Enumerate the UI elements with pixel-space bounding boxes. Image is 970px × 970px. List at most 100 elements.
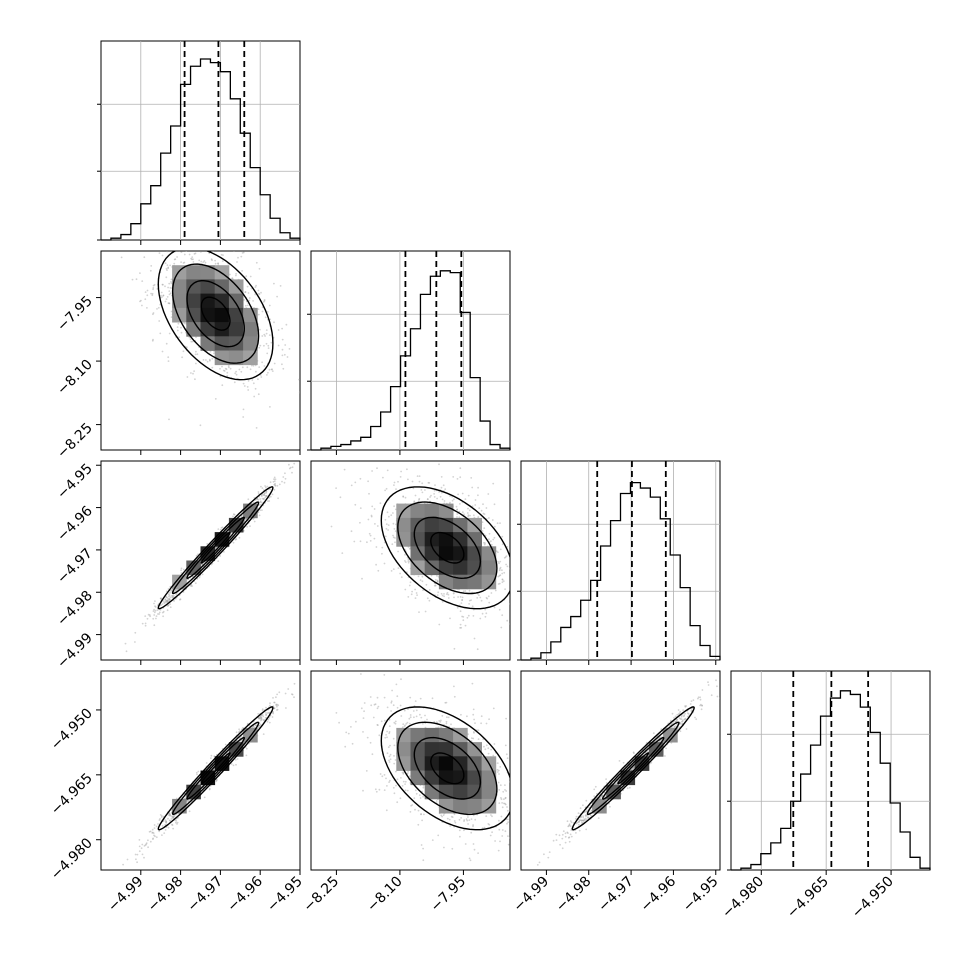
sample-point [293, 696, 295, 699]
sample-point [282, 476, 285, 478]
sample-point [167, 817, 169, 820]
sample-point [434, 584, 437, 587]
x-tick-label: −4.99 [105, 874, 147, 916]
sample-point [189, 338, 192, 341]
sample-point [259, 504, 262, 506]
sample-point [439, 495, 442, 498]
contour-line [430, 531, 465, 564]
sample-point [378, 788, 381, 791]
sample-point [195, 362, 197, 365]
sample-point [503, 571, 506, 574]
sample-point [479, 617, 482, 620]
sample-point [409, 581, 412, 584]
sample-point [190, 257, 193, 260]
panel-content [330, 456, 525, 651]
x-tick-label: −4.950 [849, 874, 897, 922]
sample-point [467, 614, 470, 617]
density-cell [424, 560, 440, 576]
density-cell [214, 322, 230, 337]
sample-point [281, 338, 284, 341]
sample-point [370, 704, 373, 707]
sample-point [506, 546, 509, 548]
sample-point [301, 450, 303, 452]
sample-point [367, 518, 370, 521]
sample-point [165, 821, 167, 823]
sample-point [157, 613, 159, 615]
sample-point [257, 393, 260, 396]
y-tick-label: −4.950 [48, 705, 96, 753]
sample-point [421, 580, 424, 583]
sample-point [118, 659, 120, 660]
sample-point [259, 719, 262, 722]
sample-point [281, 363, 283, 366]
sample-point [166, 601, 169, 603]
sample-point [394, 541, 396, 544]
sample-point [164, 598, 167, 601]
sample-point [456, 478, 459, 480]
sample-point [412, 487, 415, 490]
sample-point [184, 797, 187, 800]
sample-point [488, 517, 490, 519]
sample-point [397, 567, 400, 569]
panel-content [120, 247, 300, 429]
sample-point [246, 386, 249, 388]
sample-point [161, 350, 164, 353]
sample-point [194, 582, 197, 585]
sample-point [263, 365, 266, 367]
sample-point [139, 272, 141, 274]
sample-point [260, 485, 262, 488]
sample-point [188, 799, 190, 802]
sample-point [273, 483, 276, 486]
sample-point [152, 617, 155, 620]
sample-point [453, 647, 456, 650]
sample-point [414, 597, 417, 599]
sample-point [285, 323, 288, 326]
sample-point [519, 815, 521, 817]
sample-point [499, 560, 502, 563]
sample-point [409, 696, 412, 699]
sample-point [418, 475, 421, 477]
sample-point [506, 818, 509, 821]
sample-point [381, 546, 384, 549]
sample-point [180, 247, 182, 249]
sample-point [371, 470, 373, 472]
sample-point [470, 477, 473, 479]
sample-point [198, 783, 201, 785]
sample-point [166, 601, 169, 604]
sample-point [419, 579, 422, 581]
sample-point [444, 488, 447, 491]
sample-point [162, 615, 165, 618]
sample-point [171, 594, 174, 597]
sample-point [154, 605, 156, 608]
sample-point [466, 819, 469, 822]
sample-point [263, 494, 266, 497]
sample-point [286, 356, 289, 358]
sample-point [493, 525, 496, 528]
sample-point [171, 823, 173, 826]
sample-point [192, 258, 194, 261]
sample-point [441, 594, 444, 597]
contour-line [186, 516, 246, 580]
sample-point [399, 797, 402, 800]
sample-point [243, 299, 246, 301]
sample-point [370, 515, 373, 518]
sample-point [471, 486, 474, 489]
sample-point [273, 480, 276, 482]
sample-point [460, 602, 463, 604]
sample-point [179, 598, 181, 601]
sample-point [183, 253, 186, 256]
sample-point [501, 543, 504, 546]
sample-point [523, 548, 525, 550]
axes-frame [100, 670, 301, 871]
sample-point [342, 456, 344, 458]
sample-point [126, 858, 129, 861]
sample-point [214, 398, 217, 400]
sample-point [230, 763, 233, 765]
sample-point [268, 334, 271, 336]
sample-point [505, 717, 507, 720]
sample-point [219, 375, 222, 378]
sample-point [390, 700, 393, 703]
sample-point [275, 704, 278, 707]
sample-point [202, 359, 205, 361]
sample-point [461, 599, 464, 601]
